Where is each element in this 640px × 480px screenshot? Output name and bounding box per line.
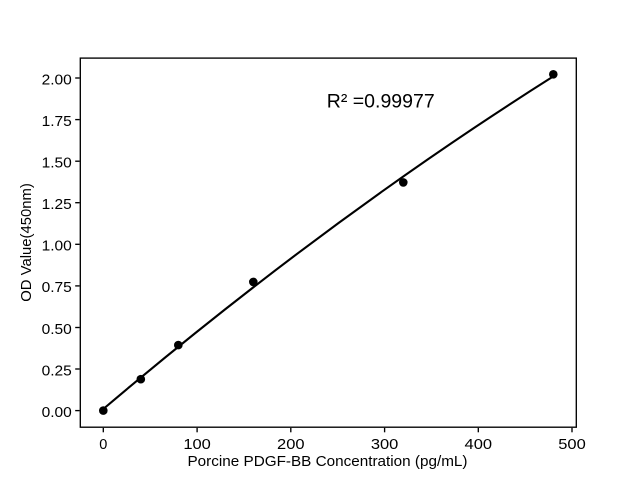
svg-text:0.00: 0.00 — [42, 405, 72, 421]
svg-text:0: 0 — [99, 437, 107, 453]
svg-text:1.00: 1.00 — [42, 239, 72, 255]
svg-text:500: 500 — [558, 437, 586, 453]
svg-text:1.75: 1.75 — [42, 114, 72, 130]
svg-text:1.50: 1.50 — [42, 156, 72, 172]
svg-text:0.50: 0.50 — [42, 322, 72, 338]
svg-text:2.00: 2.00 — [42, 72, 72, 88]
svg-text:0.75: 0.75 — [42, 280, 72, 296]
svg-text:100: 100 — [183, 437, 211, 453]
svg-text:300: 300 — [371, 437, 399, 453]
svg-text:R² =0.99977: R² =0.99977 — [327, 91, 435, 113]
svg-text:400: 400 — [465, 437, 493, 453]
svg-text:1.25: 1.25 — [42, 197, 72, 213]
svg-text:Porcine PDGF-BB Concentration: Porcine PDGF-BB Concentration (pg/mL) — [188, 454, 468, 470]
svg-text:0.25: 0.25 — [42, 363, 72, 379]
svg-text:200: 200 — [277, 437, 305, 453]
svg-text:OD Value(450nm): OD Value(450nm) — [19, 183, 35, 302]
